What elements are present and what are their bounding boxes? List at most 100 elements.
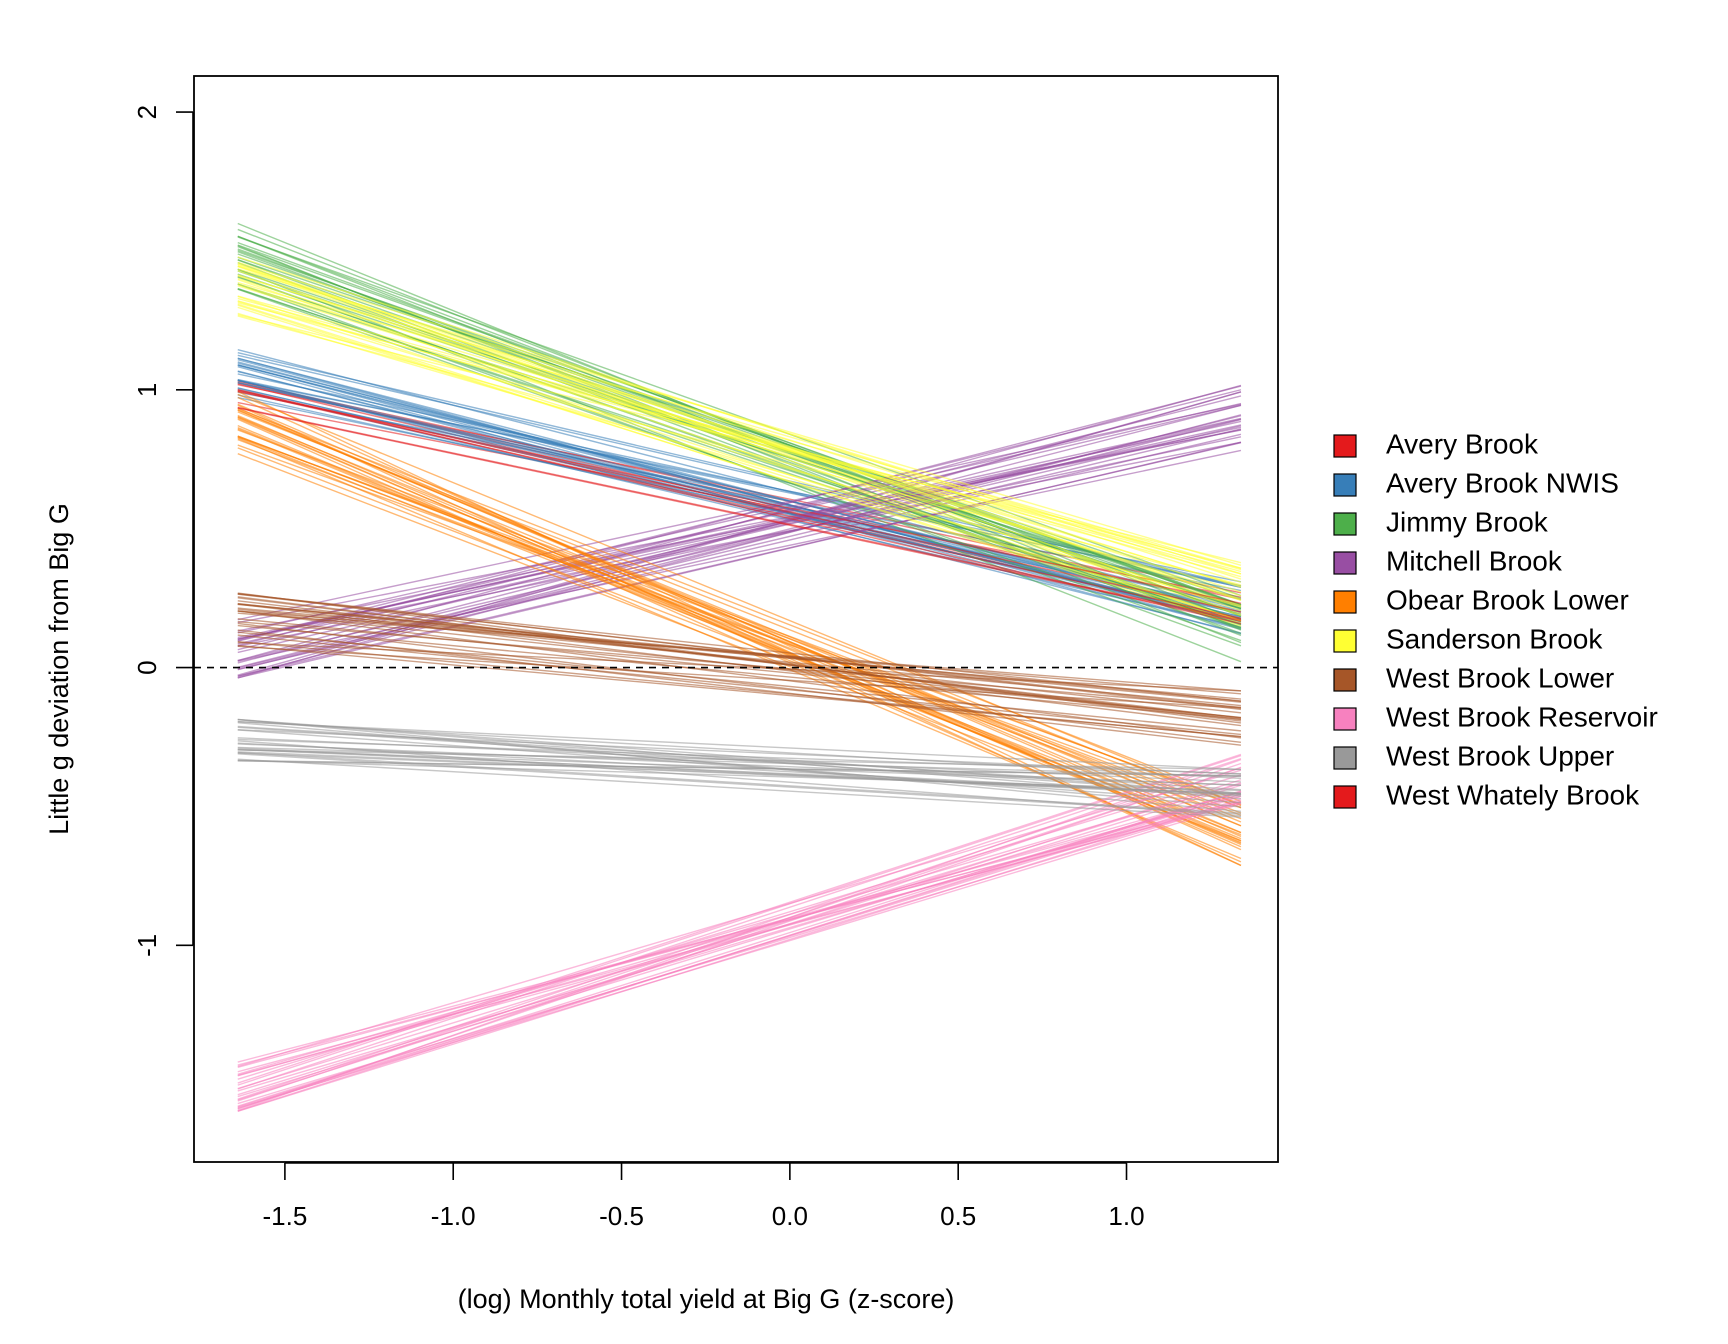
series-draw-line — [237, 722, 1242, 808]
series-west-whately-brook — [237, 388, 1242, 625]
legend-swatch — [1333, 473, 1357, 497]
series-draw-line — [237, 442, 1242, 677]
series-draw-line — [237, 784, 1242, 1096]
legend-swatch — [1333, 551, 1357, 575]
legend-label: Avery Brook — [1386, 428, 1539, 459]
series-draw-line — [237, 798, 1242, 1112]
series-draw-line — [237, 752, 1241, 795]
series-draw-line — [237, 300, 1242, 607]
series-draw-line — [237, 720, 1242, 780]
y-tick-label: 0 — [132, 660, 162, 674]
series-draw-line — [237, 753, 1242, 815]
y-tick-label: 2 — [132, 105, 162, 119]
series-draw-line — [237, 364, 1242, 621]
series-draw-line — [237, 433, 1242, 670]
x-axis: -1.5 -1.0 -0.5 0.0 0.5 1.0 — [262, 1162, 1145, 1231]
series-draw-line — [237, 718, 1242, 794]
series-draw-line — [237, 795, 1242, 1068]
series-draw-line — [237, 757, 1242, 1090]
series-draw-line — [237, 592, 1242, 724]
series-draw-line — [237, 746, 1241, 778]
series-west-brook-upper — [237, 718, 1242, 818]
series-draw-line — [237, 803, 1242, 1109]
series-draw-line — [237, 729, 1242, 804]
series-draw-line — [237, 782, 1242, 1090]
x-axis-title: (log) Monthly total yield at Big G (z-sc… — [458, 1284, 955, 1314]
series-draw-line — [237, 274, 1242, 588]
legend: Avery Brook Avery Brook NWIS Jimmy Brook Mi… — [1333, 428, 1658, 810]
legend-label: Jimmy Brook — [1386, 506, 1549, 537]
series-draw-line — [237, 304, 1242, 627]
legend-swatch — [1333, 434, 1357, 458]
series-draw-line — [237, 408, 1242, 803]
legend-label: West Brook Upper — [1386, 740, 1614, 771]
series-draw-line — [237, 402, 1242, 634]
series-draw-line — [237, 790, 1242, 1107]
x-tick-label: 0.5 — [940, 1201, 976, 1231]
series-draw-line — [237, 758, 1242, 818]
x-tick-label: 1.0 — [1108, 1201, 1144, 1231]
series-draw-line — [237, 441, 1242, 640]
series-draw-line — [237, 767, 1242, 1102]
series-draw-line — [237, 721, 1242, 771]
x-tick-label: 0.0 — [772, 1201, 808, 1231]
series-draw-line — [237, 381, 1242, 601]
series-draw-line — [237, 596, 1242, 722]
series-draw-line — [237, 612, 1242, 692]
series-draw-line — [237, 435, 1242, 817]
series-draw-line — [237, 411, 1242, 809]
series-draw-line — [237, 634, 1242, 736]
series-draw-line — [237, 314, 1242, 564]
series-draw-line — [237, 249, 1242, 606]
series-draw-line — [237, 277, 1242, 593]
series-draw-line — [237, 737, 1241, 783]
series-draw-line — [237, 403, 1242, 838]
series-draw-line — [237, 390, 1242, 605]
series-draw-line — [237, 766, 1242, 1110]
series-draw-line — [237, 388, 1242, 625]
series-draw-line — [237, 641, 1242, 692]
series-draw-line — [237, 603, 1242, 703]
series-draw-line — [237, 629, 1242, 746]
series-draw-line — [237, 295, 1242, 622]
legend-label: West Brook Reservoir — [1386, 701, 1658, 732]
series-draw-line — [237, 312, 1242, 608]
series-draw-line — [237, 415, 1242, 827]
legend-swatch — [1333, 512, 1357, 536]
series-west-brook-reservoir — [237, 753, 1242, 1112]
legend-label: West Whately Brook — [1386, 779, 1640, 810]
series-draw-line — [237, 393, 1242, 807]
legend-swatch — [1333, 707, 1357, 731]
series-draw-line — [237, 418, 1242, 671]
legend-label: West Brook Lower — [1386, 662, 1614, 693]
series-draw-line — [237, 297, 1242, 575]
legend-label: Avery Brook NWIS — [1386, 467, 1619, 498]
legend-swatch — [1333, 785, 1357, 809]
series-draw-line — [237, 429, 1242, 624]
legend-swatch — [1333, 746, 1357, 770]
series-draw-line — [237, 610, 1242, 739]
legend-swatch — [1333, 629, 1357, 653]
plot-area-border — [193, 75, 1279, 1163]
y-tick-label: -1 — [132, 934, 162, 957]
series-draw-line — [237, 747, 1242, 797]
legend-label: Obear Brook Lower — [1386, 584, 1629, 615]
series-draw-line — [237, 265, 1242, 583]
series-draw-line — [237, 265, 1242, 602]
series-draw-line — [237, 407, 1242, 622]
y-axis-title: Little g deviation from Big G — [44, 503, 74, 835]
series-lines — [237, 222, 1242, 1112]
y-tick-label: 1 — [132, 383, 162, 397]
series-draw-line — [237, 753, 1242, 1084]
series-draw-line — [237, 640, 1242, 738]
series-draw-line — [237, 624, 1242, 720]
series-draw-line — [237, 782, 1242, 1075]
series-draw-line — [237, 754, 1242, 1086]
legend-swatch — [1333, 668, 1357, 692]
series-draw-line — [237, 275, 1242, 570]
series-draw-line — [237, 718, 1242, 800]
series-sanderson-brook — [237, 256, 1242, 627]
series-draw-line — [237, 622, 1242, 744]
legend-label: Mitchell Brook — [1386, 545, 1563, 576]
